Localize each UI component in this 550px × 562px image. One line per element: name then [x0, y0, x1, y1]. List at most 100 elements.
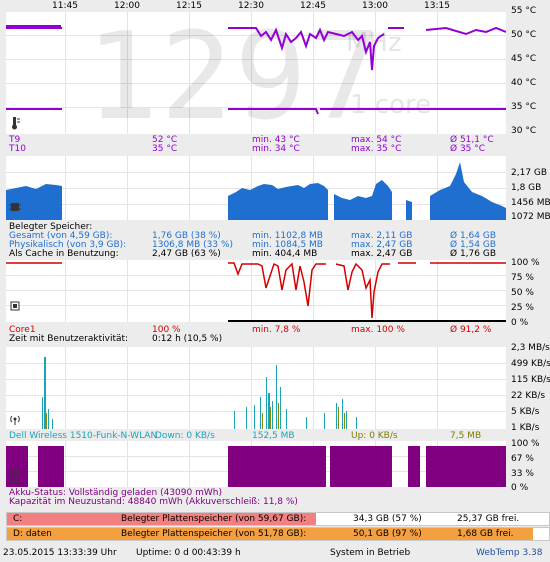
time-label: 12:00	[114, 1, 140, 11]
cpu-load-graph	[6, 260, 506, 322]
network-download-rate: Down: 0 KB/s	[155, 431, 215, 441]
network-download-total: 152,5 MB	[252, 431, 295, 441]
t10-min: min. 34 °C	[252, 144, 300, 154]
network-axis-label: 1 KB/s	[511, 423, 540, 433]
time-label: 12:45	[300, 1, 326, 11]
memory-total-min: min. 1102,8 MB	[252, 231, 323, 241]
time-label: 13:00	[362, 1, 388, 11]
network-axis-label: 115 KB/s	[511, 375, 550, 385]
battery-charging-icon	[9, 470, 21, 484]
memory-graph	[6, 156, 506, 220]
core1-current: 100 %	[152, 325, 181, 335]
temp-axis-label: 55 °C	[511, 6, 537, 16]
battery-axis-label: 0 %	[511, 483, 529, 493]
t10-name: T10	[9, 144, 26, 154]
t10-line-path	[6, 108, 506, 115]
disk-c-usage-bar: C: Belegter Plattenspeicher (von 59,67 G…	[6, 512, 550, 526]
cpu-axis-label: 50 %	[511, 288, 534, 298]
t9-min: min. 43 °C	[252, 135, 300, 145]
network-upload-total: 7,5 MB	[450, 431, 482, 441]
network-traffic-graph	[6, 347, 506, 429]
t9-line-path	[6, 26, 506, 71]
time-label: 13:15	[424, 1, 450, 11]
network-axis-label: 499 KB/s	[511, 359, 550, 369]
download-bars	[42, 357, 357, 429]
memory-usage-area	[6, 162, 506, 220]
memory-axis-label: 1072 MB	[511, 212, 550, 222]
temp-axis-label: 30 °C	[511, 126, 537, 136]
t10-max: max. 35 °C	[351, 144, 402, 154]
t10-avg: Ø 35 °C	[450, 144, 486, 154]
time-label: 12:15	[176, 1, 202, 11]
cpu-axis-label: 75 %	[511, 273, 534, 283]
temp-axis-label: 45 °C	[511, 54, 537, 64]
core1-avg: Ø 91,2 %	[450, 325, 492, 335]
memory-heading: Belegter Speicher:	[9, 222, 93, 232]
network-upload-rate: Up: 0 KB/s	[351, 431, 398, 441]
network-adapter-name: Dell Wireless 1510-Funk-N-WLAN	[9, 431, 158, 441]
memory-physical-current: 1306,8 MB (33 %)	[152, 240, 234, 250]
memory-total-name: Gesamt (von 4,59 GB):	[9, 231, 113, 241]
t9-max: max. 54 °C	[351, 135, 402, 145]
cpu-axis-label: 100 %	[511, 258, 540, 268]
memory-physical-name: Physikalisch (von 3,9 GB):	[9, 240, 127, 250]
network-axis-label: 22 KB/s	[511, 391, 546, 401]
memory-cache-name: Als Cache in Benutzung:	[9, 249, 119, 259]
t10-current: 35 °C	[152, 144, 178, 154]
battery-capacity: Kapazität im Neuzustand: 48840 mWh (Akku…	[9, 497, 298, 507]
network-axis-label: 2,3 MB/s	[511, 343, 550, 353]
disk-c-used: 34,3 GB (57 %)	[353, 514, 422, 524]
temperature-graph: 1297 MHz 1 core	[6, 12, 506, 134]
temp-axis-label: 50 °C	[511, 30, 537, 40]
battery-axis-label: 100 %	[511, 439, 540, 449]
memory-axis-label: 1,8 GB	[511, 183, 542, 193]
memory-total-avg: Ø 1,64 GB	[450, 231, 496, 241]
disk-c-label: Belegter Plattenspeicher (von 59,67 GB):	[121, 514, 307, 524]
time-label: 12:30	[238, 1, 264, 11]
disk-d-drive: D: daten	[13, 529, 52, 539]
thermometer-icon	[9, 116, 21, 130]
disk-c-free: 25,37 GB frei.	[457, 514, 520, 524]
memory-cache-avg: Ø 1,76 GB	[450, 249, 496, 259]
memory-cache-max: max. 2,47 GB	[351, 249, 413, 259]
t9-current: 52 °C	[152, 135, 178, 145]
disk-d-free: 1,68 GB frei.	[457, 529, 514, 539]
battery-status: Akku-Status: Vollständig geladen (43090 …	[9, 488, 222, 498]
user-activity-marker	[228, 320, 506, 322]
core1-min: min. 7,8 %	[252, 325, 301, 335]
temp-axis-label: 40 °C	[511, 78, 537, 88]
memory-physical-avg: Ø 1,54 GB	[450, 240, 496, 250]
memory-chip-icon	[9, 201, 21, 213]
core1-load-line	[6, 262, 506, 319]
t9-name: T9	[9, 135, 21, 145]
cpu-frequency-watermark: 1297	[86, 12, 383, 135]
status-system: System in Betrieb	[330, 548, 411, 558]
memory-physical-max: max. 2,47 GB	[351, 240, 413, 250]
cpu-axis-label: 0 %	[511, 318, 529, 328]
disk-c-drive: C:	[13, 514, 23, 524]
memory-cache-min: min. 404,4 MB	[252, 249, 318, 259]
memory-cache-current: 2,47 GB (63 %)	[152, 249, 221, 259]
disk-d-used: 50,1 GB (97 %)	[353, 529, 422, 539]
user-activity-value: 0:12 h (10,5 %)	[152, 334, 223, 344]
status-uptime: Uptime: 0 d 00:43:39 h	[136, 548, 241, 558]
battery-axis-label: 33 %	[511, 469, 534, 479]
network-axis-label: 5 KB/s	[511, 407, 540, 417]
battery-axis-label: 67 %	[511, 454, 534, 464]
user-activity-label: Zeit mit Benutzeraktivität:	[9, 334, 129, 344]
core1-name: Core1	[9, 325, 36, 335]
disk-c-fill	[7, 513, 316, 525]
cpu-icon	[9, 300, 21, 312]
memory-axis-label: 2,17 GB	[511, 168, 548, 178]
app-version-link[interactable]: WebTemp 3.38	[476, 548, 543, 558]
core-count-watermark: 1 core	[350, 90, 432, 120]
status-datetime: 23.05.2015 13:33:39 Uhr	[3, 548, 117, 558]
upload-bars	[46, 403, 345, 429]
time-label: 11:45	[52, 1, 78, 11]
disk-d-fill	[7, 528, 533, 540]
disk-d-label: Belegter Plattenspeicher (von 51,78 GB):	[121, 529, 307, 539]
memory-total-max: max. 2,11 GB	[351, 231, 413, 241]
battery-graph	[6, 441, 506, 487]
core1-max: max. 100 %	[351, 325, 405, 335]
wifi-antenna-icon	[9, 413, 21, 425]
